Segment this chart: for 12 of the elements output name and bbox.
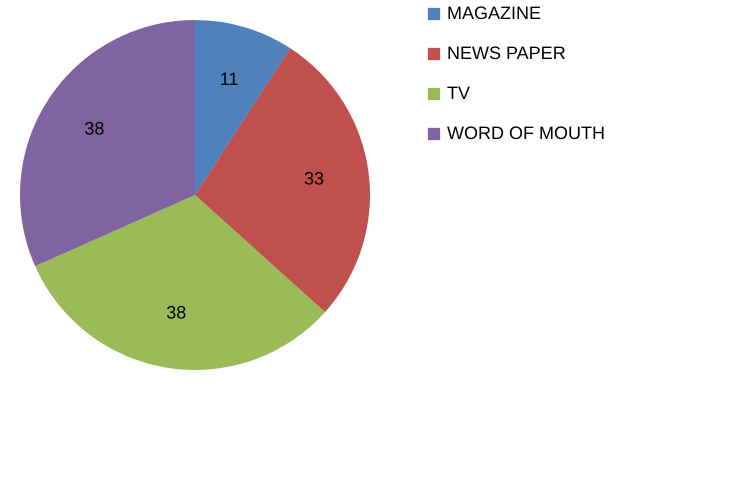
data-label: 33 bbox=[304, 168, 324, 188]
pie-slice bbox=[20, 20, 195, 266]
pie-slice bbox=[35, 195, 326, 370]
data-label: 38 bbox=[84, 118, 104, 139]
legend-label: NEWS PAPER bbox=[447, 43, 566, 63]
pie-slice bbox=[195, 20, 290, 195]
legend-label: TV bbox=[447, 83, 470, 103]
legend-label: MAGAZINE bbox=[447, 3, 542, 23]
data-label: 11 bbox=[220, 68, 238, 89]
data-label: 38 bbox=[166, 302, 186, 323]
legend-label: WORD OF MOUTH bbox=[447, 123, 605, 143]
pie-slice bbox=[195, 48, 370, 312]
